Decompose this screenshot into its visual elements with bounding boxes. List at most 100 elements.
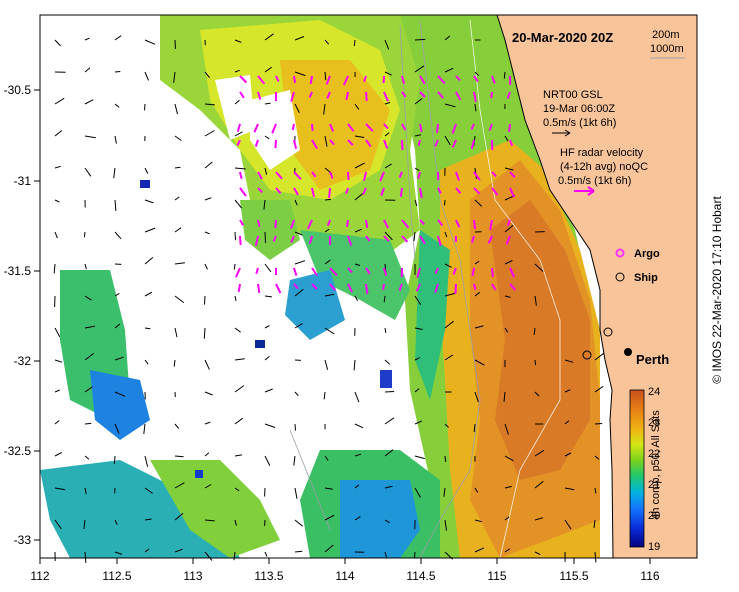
current-arrow (534, 295, 537, 306)
current-arrow (174, 166, 181, 169)
hf-radar-arrow (325, 75, 331, 85)
current-arrow (204, 71, 210, 79)
hf-radar-arrow (437, 187, 442, 194)
hf-radar-arrow (253, 123, 259, 133)
current-arrow (114, 323, 121, 329)
hf-radar-arrow (434, 139, 439, 147)
current-arrow (383, 295, 386, 303)
hf-radar-arrow (419, 187, 423, 198)
current-arrow (593, 519, 596, 528)
current-arrow (54, 327, 61, 338)
current-arrow (54, 199, 60, 203)
current-arrow (174, 512, 184, 521)
hf-radar-arrow (254, 235, 259, 247)
current-arrow (444, 231, 448, 238)
hf-radar-arrow (454, 283, 457, 295)
current-arrow (474, 325, 484, 329)
hf-radar-arrow (347, 267, 353, 274)
hf-legend-line2: (4-12h avg) noQC (560, 161, 648, 173)
hf-radar-arrow (416, 267, 421, 278)
hf-radar-arrow (470, 123, 475, 130)
hf-radar-arrow (347, 171, 350, 181)
plot-frame (39, 14, 698, 559)
hf-radar-arrow (489, 219, 493, 230)
credit-text: © IMOS 22-Mar-2020 17:10 Hobart (710, 196, 724, 384)
current-arrow (144, 291, 153, 297)
hf-radar-arrow (471, 235, 475, 243)
hf-radar-arrow (309, 75, 313, 85)
current-arrow (384, 71, 392, 76)
current-arrow (594, 423, 603, 425)
hf-radar-arrow (399, 187, 403, 198)
hf-radar-arrow (271, 123, 277, 134)
x-tick-label: 113 (183, 569, 202, 583)
x-tick-label: 114.5 (406, 569, 435, 583)
current-arrow (84, 422, 92, 425)
hf-radar-arrow (455, 91, 462, 101)
colorbar-tick: 20 (648, 510, 660, 522)
current-arrow (204, 359, 210, 370)
current-arrow (414, 167, 420, 172)
current-arrow (83, 231, 86, 238)
current-arrow (384, 132, 390, 137)
hf-radar-arrow (491, 75, 496, 84)
current-arrow (234, 358, 245, 361)
y-tick-label: -31 (14, 174, 32, 188)
current-arrow (354, 162, 365, 169)
current-arrow (234, 99, 240, 105)
current-arrow (354, 453, 362, 457)
current-arrow (264, 551, 268, 557)
hf-radar-arrow (365, 139, 372, 148)
current-arrow (234, 417, 244, 425)
colorbar-tick: 19 (648, 541, 660, 553)
hf-radar-arrow (437, 219, 444, 227)
current-arrow (84, 263, 87, 270)
current-arrow (234, 519, 237, 526)
hf-radar-arrow (236, 139, 241, 146)
current-arrow (474, 359, 485, 366)
current-arrow (534, 480, 544, 489)
current-arrow (324, 514, 335, 521)
colorbar-ticks: 24 23 22 21 20 19 (648, 386, 660, 553)
current-arrow (414, 65, 425, 73)
current-arrow (354, 516, 361, 521)
current-arrow (234, 131, 243, 137)
current-arrow (54, 39, 61, 47)
nrt-legend-line1: NRT00 GSL (543, 89, 603, 101)
hf-radar-arrow (383, 123, 389, 130)
current-arrow (444, 35, 451, 41)
hf-radar-arrow (382, 283, 385, 291)
hf-radar-arrow (455, 171, 460, 181)
hf-radar-arrow (347, 283, 353, 293)
current-arrow (264, 167, 268, 175)
current-arrow (234, 385, 245, 393)
hf-radar-arrow (362, 187, 367, 195)
hf-radar-arrow (254, 139, 259, 147)
x-tick-label: 112 (30, 569, 49, 583)
hf-radar-arrow (293, 171, 302, 180)
current-arrow (324, 71, 327, 81)
hf-radar-arrow (347, 235, 353, 246)
current-arrow (204, 263, 208, 270)
current-arrow (204, 484, 212, 489)
current-arrow (504, 423, 509, 435)
current-arrow (54, 97, 65, 105)
current-arrow (444, 103, 456, 108)
hf-radar-arrow (257, 171, 263, 180)
current-arrow (84, 167, 92, 177)
current-arrow (233, 551, 236, 561)
hf-radar-arrow (347, 139, 354, 146)
y-axis: -30.5 -31 -31.5 -32 -32.5 -33 (4, 83, 40, 547)
colorbar-tick: 21 (648, 479, 660, 491)
current-arrow (354, 295, 359, 302)
hf-radar-arrow (509, 139, 514, 146)
current-arrow (324, 198, 331, 201)
current-arrow (84, 295, 92, 301)
current-arrow (444, 263, 452, 268)
perth-marker (624, 348, 632, 356)
colorbar-tick: 24 (648, 386, 660, 398)
current-arrow (354, 263, 361, 266)
hf-radar-arrow (419, 91, 426, 98)
current-arrow (444, 199, 446, 206)
current-arrow (114, 423, 120, 434)
